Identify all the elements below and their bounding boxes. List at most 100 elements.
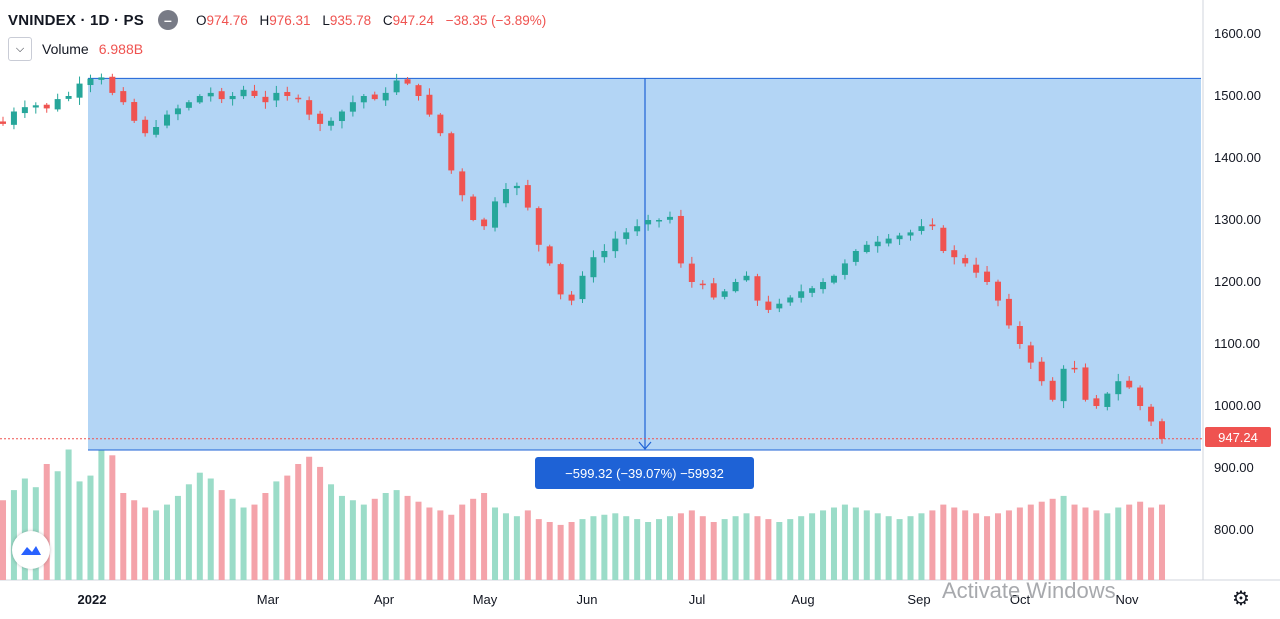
candle-body	[404, 79, 411, 84]
candle-body	[546, 246, 553, 264]
candlestick-series	[0, 73, 1166, 444]
candle	[262, 90, 269, 109]
volume-bar	[87, 475, 94, 580]
y-tick: 1200.00	[1214, 274, 1261, 289]
candle-body	[710, 283, 717, 298]
candle	[852, 249, 859, 266]
volume-bar	[874, 513, 881, 580]
candle-body	[382, 92, 389, 101]
symbol-title[interactable]: VNINDEX · 1D · PS	[8, 11, 144, 29]
candle-body	[306, 100, 313, 115]
volume-bar	[809, 513, 816, 580]
candle-body	[557, 264, 564, 295]
y-tick: 1100.00	[1214, 336, 1261, 351]
candle-body	[820, 282, 827, 290]
tradingview-logo-icon[interactable]	[12, 531, 50, 569]
candle	[994, 279, 1001, 307]
candle	[688, 256, 695, 288]
candle-body	[328, 120, 335, 126]
volume-bar	[262, 493, 269, 580]
visibility-toggle-icon[interactable]: –	[157, 10, 178, 30]
volume-bar	[820, 510, 827, 580]
measure-range	[88, 77, 1201, 451]
candle	[382, 87, 389, 106]
candle	[776, 298, 783, 313]
volume-bar	[164, 504, 171, 580]
candle	[557, 262, 564, 300]
x-tick: Mar	[256, 592, 280, 607]
candle-body	[426, 94, 433, 115]
candle-body	[1115, 381, 1122, 395]
gear-icon[interactable]: ⚙	[1232, 588, 1250, 610]
volume-bar	[448, 514, 455, 580]
candle-body	[196, 96, 203, 103]
volume-bar	[623, 516, 630, 580]
candle	[1158, 418, 1166, 444]
candle-body	[1071, 367, 1078, 370]
candle	[1071, 360, 1078, 373]
candle	[973, 257, 980, 278]
volume-bar	[1071, 504, 1078, 580]
candle-body	[776, 303, 783, 309]
volume-bar	[721, 519, 728, 580]
volume-bar	[951, 507, 958, 580]
candle-body	[623, 232, 630, 239]
candle-body	[677, 215, 684, 264]
last-price-tag: 947.24	[1205, 427, 1271, 447]
volume-bar	[251, 504, 258, 580]
volume-bar	[634, 519, 641, 580]
close-key: C	[382, 12, 393, 28]
candle-body	[1126, 380, 1133, 388]
candle-body	[907, 232, 914, 236]
candle	[131, 98, 138, 123]
volume-bar	[349, 500, 356, 580]
volume-value: 6.988B	[98, 41, 144, 57]
candle-body	[513, 185, 520, 189]
volume-bar	[743, 513, 750, 580]
candle-body	[415, 85, 422, 96]
volume-bar	[142, 507, 149, 580]
candle-body	[951, 250, 958, 258]
candle-body	[142, 119, 149, 134]
candle-body	[437, 114, 444, 134]
candle-body	[754, 276, 761, 301]
candle-body	[262, 96, 269, 103]
collapse-chevron-icon[interactable]: ⌵	[8, 37, 32, 61]
volume-bar	[284, 475, 291, 580]
volume-bar	[645, 522, 652, 580]
candle	[1005, 293, 1012, 329]
candle	[590, 250, 597, 283]
y-tick: 1500.00	[1214, 88, 1261, 103]
volume-bar	[732, 516, 739, 580]
candle-body	[568, 294, 575, 301]
candle-body	[1038, 361, 1045, 382]
volume-bar	[98, 437, 105, 580]
candle	[174, 104, 181, 121]
candle-body	[481, 219, 488, 227]
volume-bar	[459, 504, 466, 580]
candle-body	[1148, 406, 1155, 422]
candle-body	[98, 77, 105, 80]
candle	[251, 84, 258, 99]
y-tick: 900.00	[1214, 460, 1254, 475]
candle-body	[787, 297, 794, 303]
x-tick: Jun	[576, 592, 598, 607]
volume-bar	[590, 516, 597, 580]
candle-body	[349, 102, 356, 112]
candle	[349, 95, 356, 117]
low-value: 935.78	[329, 12, 372, 28]
candle-body	[863, 244, 870, 253]
volume-bar	[382, 493, 389, 580]
volume-label[interactable]: Volume	[42, 41, 89, 57]
candle-body	[1082, 367, 1089, 400]
candle-body	[448, 133, 455, 171]
volume-bar	[885, 516, 892, 580]
volume-bar	[393, 490, 400, 580]
candle	[120, 87, 127, 105]
candle	[623, 228, 630, 245]
candle	[699, 280, 706, 290]
candle	[1016, 321, 1023, 349]
volume-bar	[688, 510, 695, 580]
candle	[787, 295, 794, 306]
